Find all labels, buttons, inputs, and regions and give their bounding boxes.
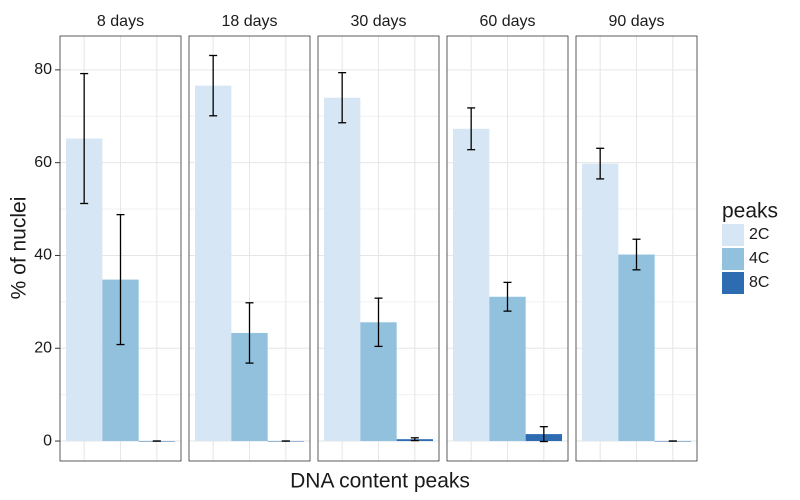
facet-label: 30 days (350, 13, 406, 30)
facet-label: 8 days (97, 13, 144, 30)
bar (453, 128, 490, 442)
error-bar (116, 213, 125, 346)
legend-label: 2C (749, 226, 769, 243)
y-axis-label: % of nuclei (8, 197, 31, 300)
error-bar (338, 72, 347, 124)
error-bar (467, 107, 476, 151)
legend-key (722, 224, 744, 246)
bar (324, 97, 361, 442)
error-bar (209, 54, 218, 117)
facet-label: 90 days (608, 13, 664, 30)
legend-key (722, 272, 744, 294)
y-tick-label: 0 (43, 432, 52, 449)
y-tick-label: 20 (34, 339, 52, 356)
facet-label: 60 days (479, 13, 535, 30)
panel-border (446, 35, 569, 462)
legend-title: peaks (722, 200, 778, 223)
y-tick-label: 60 (34, 154, 52, 171)
bar (618, 254, 655, 442)
error-bar (539, 426, 548, 443)
x-axis-label: DNA content peaks (290, 470, 470, 493)
legend-key (722, 248, 744, 270)
bar (489, 296, 526, 442)
panel-border (575, 35, 698, 462)
error-bar (374, 297, 383, 348)
panel-border (317, 35, 440, 462)
error-bar (410, 437, 419, 442)
error-bar (80, 72, 89, 205)
error-bar (632, 238, 641, 271)
bar (195, 85, 232, 442)
error-bar (503, 281, 512, 312)
panel-border (188, 35, 311, 462)
legend-label: 4C (749, 250, 769, 267)
y-tick-label: 40 (34, 247, 52, 264)
error-bar (245, 302, 254, 364)
y-tick-label: 80 (34, 61, 52, 78)
panel-border (59, 35, 182, 462)
bar (582, 163, 619, 442)
legend-label: 8C (749, 274, 769, 291)
error-bar (596, 147, 605, 180)
facet-label: 18 days (221, 13, 277, 30)
